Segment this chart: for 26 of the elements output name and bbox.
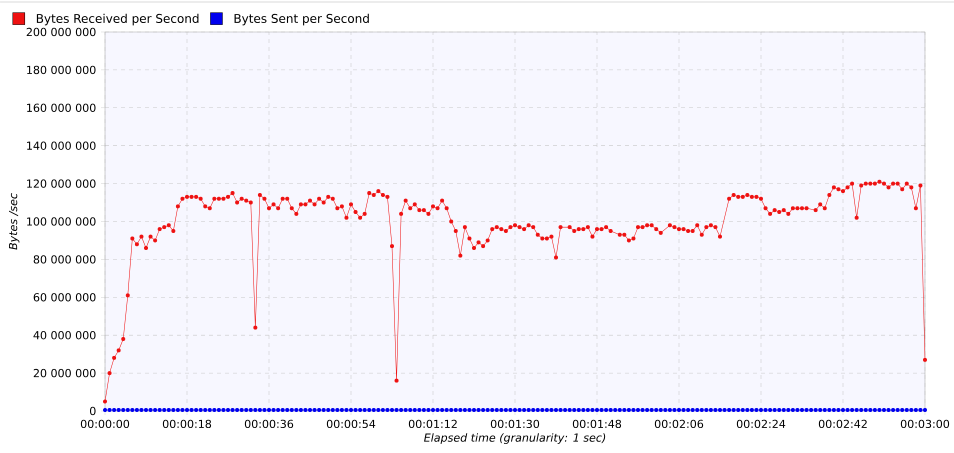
y-tick-label: 20 000 000: [34, 368, 96, 378]
x-tick-label: 00:02:24: [736, 420, 786, 428]
x-tick-label: 00:00:36: [244, 420, 294, 428]
y-tick-label: 180 000 000: [27, 66, 96, 74]
y-tick-label: 60 000 000: [34, 293, 96, 302]
y-axis-title: Bytes /sec: [9, 193, 20, 250]
x-tick-label: 00:01:12: [408, 420, 457, 428]
x-tick-label: 00:00:54: [326, 420, 376, 428]
y-tick-label: 200 000 000: [26, 28, 96, 36]
y-tick-label: 0: [90, 406, 96, 416]
y-tick-label: 140 000 000: [27, 142, 96, 150]
x-tick-label: 00:00:00: [80, 420, 130, 428]
y-tick-label: 40 000 000: [33, 330, 96, 340]
legend-label: Bytes Received per Second: [36, 14, 198, 26]
x-tick-label: 00:01:48: [572, 420, 622, 428]
x-tick-label: 00:01:30: [490, 420, 540, 428]
y-tick-label: 120 000 000: [27, 179, 96, 188]
x-tick-label: 00:00:18: [162, 420, 212, 428]
y-tick-label: 100 000 000: [27, 217, 96, 226]
x-tick-label: 00:02:42: [818, 420, 867, 428]
y-tick-label: 160 000 000: [27, 104, 96, 112]
x-tick-label: 00:03:00: [900, 420, 950, 428]
x-axis-title: Elapsed time (granularity: 1 sec): [424, 433, 606, 444]
y-tick-label: 80 000 000: [34, 255, 96, 264]
x-tick-label: 00:02:06: [654, 420, 704, 428]
legend-label: Bytes Sent per Second: [234, 14, 369, 26]
